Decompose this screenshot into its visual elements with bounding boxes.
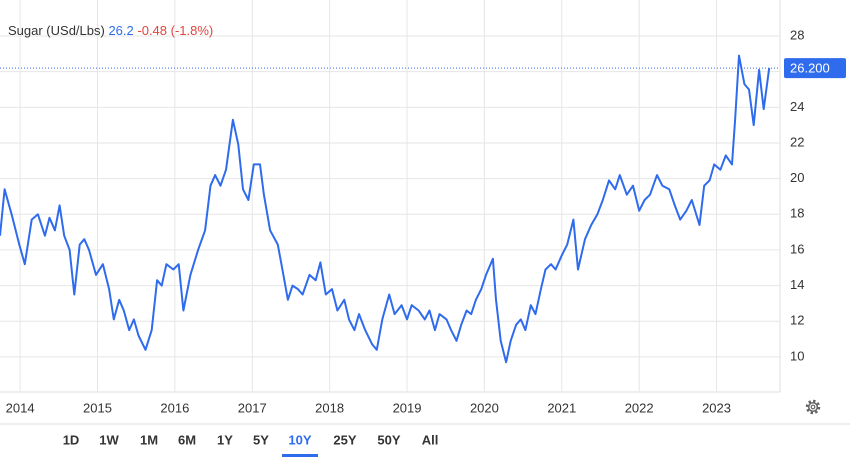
x-tick-label: 2020 <box>470 400 499 415</box>
price-line <box>0 54 771 364</box>
range-button[interactable]: 5Y <box>253 432 269 447</box>
range-button[interactable]: 6M <box>178 432 196 447</box>
x-tick-label: 2016 <box>160 400 189 415</box>
range-button[interactable]: All <box>422 432 439 447</box>
range-selected-underline <box>282 454 318 457</box>
grid <box>0 0 780 392</box>
y-tick-label: 18 <box>790 206 804 221</box>
x-tick-label: 2023 <box>702 400 731 415</box>
last-price-label: 26.200 <box>790 61 830 76</box>
y-tick-label: 16 <box>790 241 804 256</box>
x-tick-label: 2018 <box>315 400 344 415</box>
range-button[interactable]: 25Y <box>333 432 356 447</box>
x-tick-label: 2021 <box>547 400 576 415</box>
range-button[interactable]: 1D <box>63 432 80 447</box>
y-tick-label: 28 <box>790 27 804 42</box>
x-tick-label: 2022 <box>625 400 654 415</box>
gear-ring <box>807 401 819 413</box>
instrument-change: -0.48 (-1.8%) <box>137 23 213 38</box>
y-tick-label: 22 <box>790 134 804 149</box>
range-button[interactable]: 10Y <box>288 432 311 447</box>
range-button[interactable]: 1W <box>99 432 119 447</box>
range-button[interactable]: 1M <box>140 432 158 447</box>
x-tick-label: 2019 <box>393 400 422 415</box>
instrument-price: 26.2 <box>108 23 133 38</box>
x-tick-label: 2014 <box>6 400 35 415</box>
gear-teeth <box>805 399 821 415</box>
range-button[interactable]: 50Y <box>377 432 400 447</box>
instrument-name: Sugar (USd/Lbs) <box>8 23 105 38</box>
instrument-header: Sugar (USd/Lbs) 26.2 -0.48 (-1.8%) <box>8 23 213 38</box>
settings-icon[interactable] <box>805 399 821 415</box>
y-tick-label: 10 <box>790 348 804 363</box>
gear-hub <box>810 404 816 410</box>
y-tick-label: 24 <box>790 99 804 114</box>
range-button[interactable]: 1Y <box>217 432 233 447</box>
last-price-tag <box>784 58 846 79</box>
y-tick-label: 20 <box>790 170 804 185</box>
x-tick-label: 2017 <box>238 400 267 415</box>
x-tick-label: 2015 <box>83 400 112 415</box>
y-tick-label: 14 <box>790 277 804 292</box>
y-tick-label: 12 <box>790 313 804 328</box>
